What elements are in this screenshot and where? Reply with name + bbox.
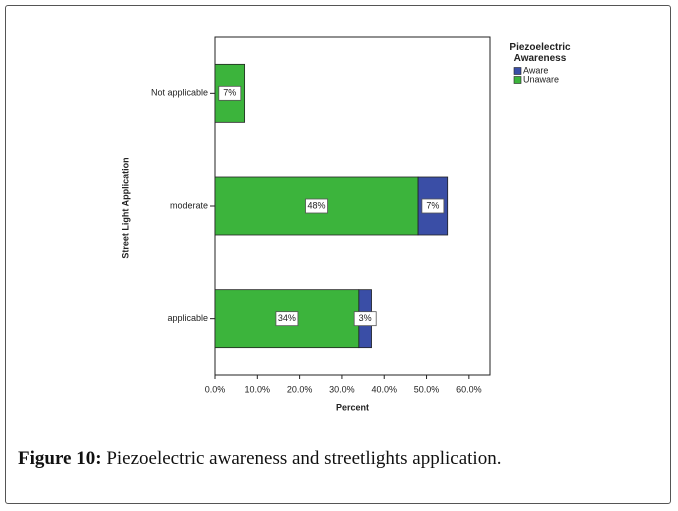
value-label: 7% [426, 200, 439, 210]
x-tick-label: 0.0% [205, 384, 226, 394]
value-label-box [275, 311, 299, 327]
caption-label: Figure 10: [18, 448, 102, 469]
y-axis-label: Street Light Application [120, 157, 130, 258]
legend-swatch [513, 67, 522, 75]
x-tick-label: 50.0% [414, 384, 440, 394]
legend-title: Piezoelectric Awareness [509, 42, 571, 64]
caption-text: Piezoelectric awareness and streetlights… [106, 448, 502, 469]
value-label: 48% [308, 200, 326, 210]
value-label-box [218, 85, 242, 101]
value-label-box [353, 311, 377, 327]
x-axis-label: Percent [336, 402, 369, 412]
x-tick-label: 20.0% [287, 384, 313, 394]
x-tick-label: 40.0% [371, 384, 397, 394]
x-tick-label: 60.0% [456, 384, 482, 394]
figure-frame [5, 5, 671, 504]
caption: Figure 10: Piezoelectric awareness and s… [18, 448, 501, 470]
y-tick-label: applicable [167, 313, 208, 323]
legend-swatch [513, 76, 522, 84]
x-tick-label: 10.0% [245, 384, 271, 394]
value-label-box [421, 198, 445, 214]
value-label-box [305, 198, 328, 214]
y-tick-label: moderate [170, 200, 208, 210]
value-label: 34% [278, 313, 296, 323]
legend-label: Aware [523, 65, 548, 75]
value-label: 3% [359, 313, 372, 323]
legend-label: Unaware [523, 74, 559, 84]
value-label: 7% [223, 88, 236, 98]
x-tick-label: 30.0% [329, 384, 355, 394]
y-tick-label: Not applicable [151, 88, 208, 98]
